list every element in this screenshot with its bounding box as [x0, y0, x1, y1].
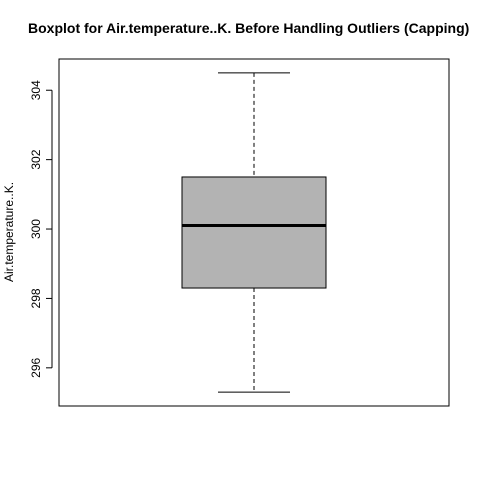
y-tick-label: 304	[29, 80, 43, 100]
y-tick-label: 300	[29, 219, 43, 239]
y-axis: 296 298 300 302 304	[29, 80, 53, 378]
y-tick-label: 302	[29, 149, 43, 169]
y-tick-label: 298	[29, 288, 43, 308]
interquartile-box	[181, 176, 327, 289]
y-axis-label: Air.temperature..K.	[2, 182, 16, 282]
plot-frame	[58, 58, 450, 407]
chart-title: Boxplot for Air.temperature..K. Before H…	[28, 20, 470, 36]
y-tick-label: 296	[29, 357, 43, 377]
box-group	[181, 72, 327, 393]
